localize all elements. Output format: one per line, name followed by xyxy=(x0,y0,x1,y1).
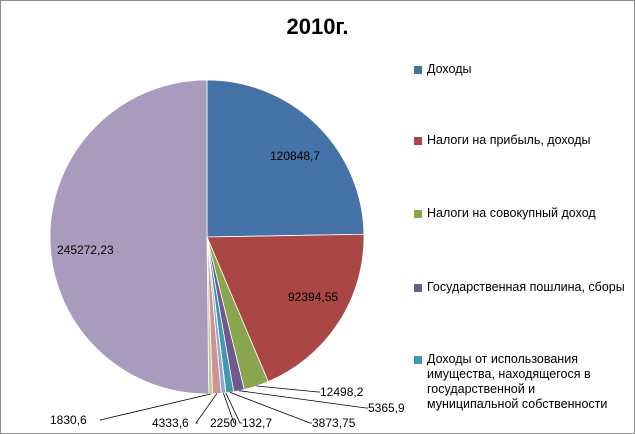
data-label: 92394,55 xyxy=(288,290,338,304)
leader-line xyxy=(223,392,236,424)
chart-title: 2010г. xyxy=(286,14,349,39)
data-label: 120848,7 xyxy=(270,149,320,163)
pie-slice xyxy=(206,233,365,383)
legend-label: Налоги на совокупный доход xyxy=(427,206,596,220)
legend-label: Государственная пошлина, сборы xyxy=(427,280,625,294)
leader-line xyxy=(195,393,218,424)
legend-item: Доходы от использования имущества, наход… xyxy=(414,352,629,412)
legend-swatch xyxy=(414,210,422,218)
data-label: 3873,75 xyxy=(312,416,356,430)
data-label: 5365,9 xyxy=(368,401,405,415)
data-label: 245272,23 xyxy=(57,243,114,257)
leader-line xyxy=(99,393,211,421)
data-label: 4333,6 xyxy=(152,416,189,430)
pie-slice xyxy=(206,79,365,238)
data-label: 12498,2 xyxy=(320,385,364,399)
legend-swatch xyxy=(414,356,422,364)
leader-line xyxy=(229,391,312,424)
legend-label: Доходы от использования имущества, наход… xyxy=(427,352,608,411)
data-label: 1830,6 xyxy=(50,413,87,427)
data-label: 132,7 xyxy=(242,416,272,430)
legend-label: Налоги на прибыль, доходы xyxy=(427,133,591,147)
legend-swatch xyxy=(414,284,422,292)
leader-line xyxy=(238,390,368,409)
legend-item: Налоги на совокупный доход xyxy=(414,206,629,221)
data-label: 2250 xyxy=(210,416,237,430)
legend-item: Государственная пошлина, сборы xyxy=(414,280,629,295)
leader-line xyxy=(225,392,242,424)
legend-item: Налоги на прибыль, доходы xyxy=(414,133,629,148)
legend-swatch xyxy=(414,66,422,74)
legend-swatch xyxy=(414,137,422,145)
legend-label: Доходы xyxy=(427,62,472,76)
leader-line xyxy=(256,385,320,393)
pie-slice xyxy=(49,79,210,395)
legend-item: Доходы xyxy=(414,62,629,77)
